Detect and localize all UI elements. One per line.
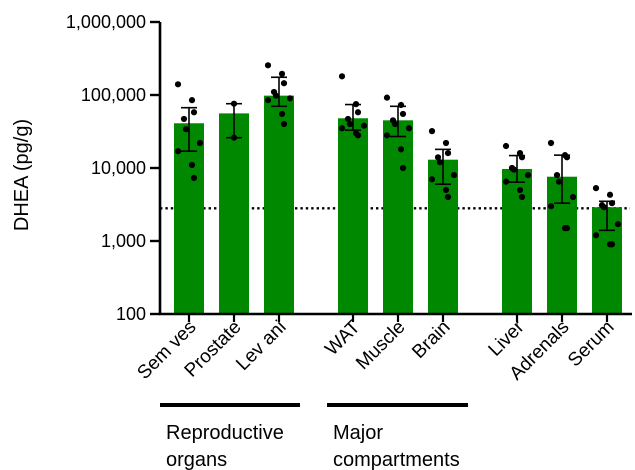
data-point xyxy=(428,128,436,135)
data-point xyxy=(436,159,444,166)
data-point xyxy=(346,120,354,128)
data-point xyxy=(230,134,238,141)
data-point xyxy=(286,95,294,102)
data-point xyxy=(182,126,190,133)
data-point xyxy=(569,193,577,201)
data-point xyxy=(278,70,286,77)
bar xyxy=(502,168,532,314)
data-point xyxy=(547,203,555,210)
data-point xyxy=(442,139,450,147)
data-point xyxy=(553,171,561,179)
data-point xyxy=(555,178,563,185)
data-point xyxy=(547,139,555,147)
category-label: Serum xyxy=(564,317,618,371)
data-point xyxy=(174,81,182,88)
data-point xyxy=(600,204,608,211)
category-label: Lev ani xyxy=(232,317,290,375)
bar xyxy=(383,120,413,314)
data-point xyxy=(180,115,188,123)
data-point xyxy=(399,110,407,118)
y-ticks-layer: 100 1,000 10,000 100,000 1,000,000 xyxy=(66,12,160,324)
data-point xyxy=(338,73,346,80)
data-point xyxy=(592,232,600,239)
data-point xyxy=(272,92,280,99)
data-point xyxy=(391,120,399,128)
data-point xyxy=(397,101,405,109)
data-point xyxy=(344,115,352,123)
data-point xyxy=(338,125,346,132)
data-point xyxy=(399,164,407,172)
data-point xyxy=(354,109,362,116)
data-point xyxy=(190,174,198,182)
data-point xyxy=(196,139,204,147)
data-point xyxy=(188,161,196,169)
y-tick-label: 100 xyxy=(116,304,146,324)
data-point xyxy=(606,191,614,198)
data-point xyxy=(230,100,238,107)
category-label: Muscle xyxy=(352,317,409,374)
group-label: Reproductive xyxy=(166,422,284,444)
data-point xyxy=(563,225,571,232)
data-point xyxy=(383,94,391,101)
data-point xyxy=(278,110,286,118)
data-point xyxy=(405,125,413,132)
data-point xyxy=(397,146,405,153)
data-point xyxy=(428,176,436,183)
data-point xyxy=(444,149,452,157)
data-point xyxy=(592,185,600,192)
data-point xyxy=(518,193,526,201)
group-labels-layer: Reproductive organs Major compartments xyxy=(160,403,468,470)
data-point xyxy=(516,186,524,194)
data-point xyxy=(502,178,510,185)
data-point xyxy=(608,241,616,248)
bar xyxy=(264,95,294,314)
category-label: Brain xyxy=(408,317,454,363)
data-point xyxy=(360,122,368,129)
y-tick-label: 100,000 xyxy=(81,85,146,105)
data-point xyxy=(264,62,272,69)
data-point xyxy=(354,132,362,139)
data-point xyxy=(608,200,616,207)
data-point xyxy=(563,154,571,161)
data-point xyxy=(190,109,198,116)
data-point xyxy=(280,80,288,87)
group-label: Major xyxy=(333,422,383,444)
bar xyxy=(174,123,204,314)
data-point xyxy=(444,193,452,201)
data-point xyxy=(518,154,526,161)
y-tick-label: 1,000,000 xyxy=(66,12,146,32)
data-point xyxy=(352,101,360,108)
data-point xyxy=(280,120,288,128)
bar xyxy=(428,159,458,314)
bars-layer xyxy=(174,62,622,315)
data-point xyxy=(502,142,510,150)
bar xyxy=(219,113,249,315)
group-label: organs xyxy=(166,449,227,470)
bar xyxy=(338,118,368,315)
data-point xyxy=(383,132,391,139)
data-point xyxy=(174,148,182,155)
data-point xyxy=(524,171,532,179)
data-point xyxy=(434,154,442,161)
data-point xyxy=(442,186,450,194)
data-point xyxy=(264,97,272,104)
data-point xyxy=(614,221,622,228)
group-label: compartments xyxy=(333,449,460,470)
y-axis-title: DHEA (pg/g) xyxy=(11,119,33,231)
y-tick-label: 10,000 xyxy=(91,158,146,178)
y-tick-label: 1,000 xyxy=(101,231,146,251)
data-point xyxy=(450,171,458,179)
data-point xyxy=(510,166,518,173)
data-point xyxy=(188,97,196,104)
